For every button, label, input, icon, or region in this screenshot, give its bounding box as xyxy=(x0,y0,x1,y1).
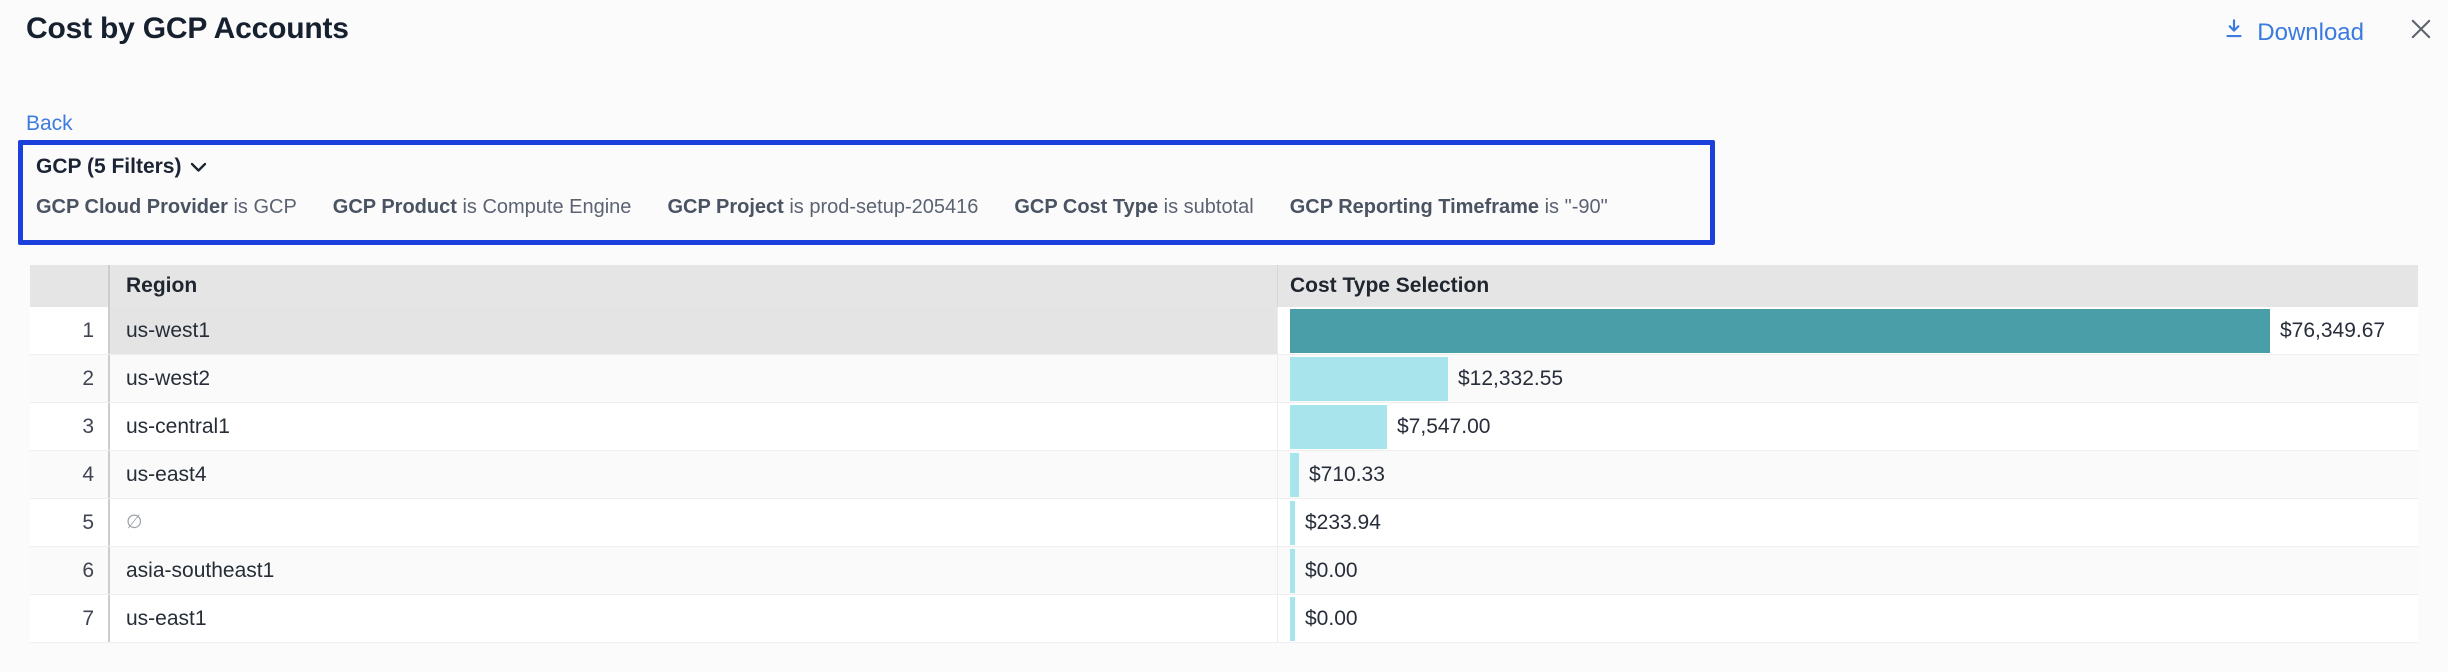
cost-cell: $12,332.55 xyxy=(1278,355,2418,402)
table-row[interactable]: 6asia-southeast1 $0.00 xyxy=(30,547,2418,595)
cost-value-label: $76,349.67 xyxy=(2280,319,2385,343)
filter-chip-3: GCP Project is prod-setup-205416 xyxy=(667,196,978,219)
row-number-cell: 5 xyxy=(30,499,110,546)
row-number-cell: 1 xyxy=(30,307,110,354)
region-column-header[interactable]: Region xyxy=(110,265,1278,307)
row-number-cell: 6 xyxy=(30,547,110,594)
filter-condition: is subtotal xyxy=(1158,196,1254,218)
cost-cell: $233.94 xyxy=(1278,499,2418,546)
row-number-cell: 4 xyxy=(30,451,110,498)
table-body: 1us-west1$76,349.672us-west2$12,332.553u… xyxy=(30,307,2418,643)
cost-cell: $76,349.67 xyxy=(1278,307,2418,354)
table-row[interactable]: 1us-west1 $76,349.67 xyxy=(30,307,2418,355)
cost-cell: $710.33 xyxy=(1278,451,2418,498)
filter-condition: is Compute Engine xyxy=(457,196,632,218)
cost-bar[interactable] xyxy=(1290,549,1295,593)
cost-cell: $0.00 xyxy=(1278,547,2418,594)
region-cell[interactable]: us-west2 xyxy=(110,355,1278,402)
table-row[interactable]: 5 ∅ $233.94 xyxy=(30,499,2418,547)
filter-summary-dropdown[interactable]: GCP (5 Filters) xyxy=(36,155,207,179)
filter-field: GCP Cloud Provider xyxy=(36,196,228,218)
cost-value-label: $0.00 xyxy=(1305,559,1358,583)
cost-bar[interactable] xyxy=(1290,405,1387,449)
cost-cell: $0.00 xyxy=(1278,595,2418,642)
table-header-row: Region Cost Type Selection xyxy=(30,265,2418,307)
chevron-down-icon xyxy=(190,155,207,179)
download-label: Download xyxy=(2257,19,2364,47)
results-table: Region Cost Type Selection 1us-west1 $76,… xyxy=(30,265,2418,643)
row-number-column-header xyxy=(30,265,110,307)
page-title: Cost by GCP Accounts xyxy=(26,12,349,46)
filter-summary-label: GCP (5 Filters) xyxy=(36,155,181,179)
close-icon xyxy=(2407,15,2435,48)
region-cell[interactable]: ∅ xyxy=(110,499,1278,546)
cost-cell: $7,547.00 xyxy=(1278,403,2418,450)
close-button[interactable] xyxy=(2406,16,2436,46)
filter-field: GCP Product xyxy=(333,196,457,218)
cost-column-header[interactable]: Cost Type Selection xyxy=(1278,265,2418,307)
filter-field: GCP Reporting Timeframe xyxy=(1290,196,1539,218)
filter-field: GCP Project xyxy=(667,196,783,218)
region-cell[interactable]: us-central1 xyxy=(110,403,1278,450)
download-button[interactable]: Download xyxy=(2221,16,2364,49)
cost-value-label: $710.33 xyxy=(1309,463,1385,487)
download-icon xyxy=(2221,16,2247,49)
region-cell[interactable]: us-east1 xyxy=(110,595,1278,642)
row-number-cell: 7 xyxy=(30,595,110,642)
filter-field: GCP Cost Type xyxy=(1014,196,1158,218)
filter-chip-4: GCP Cost Type is subtotal xyxy=(1014,196,1253,219)
region-cell[interactable]: asia-southeast1 xyxy=(110,547,1278,594)
cost-value-label: $7,547.00 xyxy=(1397,415,1490,439)
table-row[interactable]: 3us-central1 $7,547.00 xyxy=(30,403,2418,451)
table-row[interactable]: 2us-west2 $12,332.55 xyxy=(30,355,2418,403)
cost-bar[interactable] xyxy=(1290,309,2270,353)
cost-value-label: $12,332.55 xyxy=(1458,367,1563,391)
filter-condition: is prod-setup-205416 xyxy=(784,196,979,218)
table-row[interactable]: 7us-east1 $0.00 xyxy=(30,595,2418,643)
filter-chip-2: GCP Product is Compute Engine xyxy=(333,196,632,219)
cost-bar[interactable] xyxy=(1290,501,1295,545)
cost-value-label: $0.00 xyxy=(1305,607,1358,631)
table-row[interactable]: 4us-east4 $710.33 xyxy=(30,451,2418,499)
cost-bar[interactable] xyxy=(1290,597,1295,641)
cost-bar[interactable] xyxy=(1290,357,1448,401)
empty-value-mark: ∅ xyxy=(126,511,143,534)
cost-bar[interactable] xyxy=(1290,453,1299,497)
cost-value-label: $233.94 xyxy=(1305,511,1381,535)
filter-condition: is "-90" xyxy=(1539,196,1608,218)
filter-chip-list: GCP Cloud Provider is GCP GCP Product is … xyxy=(36,196,1710,219)
row-number-cell: 2 xyxy=(30,355,110,402)
back-link[interactable]: Back xyxy=(26,112,73,136)
cost-by-gcp-accounts-modal: Cost by GCP Accounts Download Back GCP (… xyxy=(0,0,2448,672)
region-cell[interactable]: us-west1 xyxy=(110,307,1278,354)
filter-chip-1: GCP Cloud Provider is GCP xyxy=(36,196,297,219)
filter-chip-5: GCP Reporting Timeframe is "-90" xyxy=(1290,196,1608,219)
filter-panel: GCP (5 Filters) GCP Cloud Provider is GC… xyxy=(18,140,1715,245)
region-cell[interactable]: us-east4 xyxy=(110,451,1278,498)
row-number-cell: 3 xyxy=(30,403,110,450)
filter-condition: is GCP xyxy=(228,196,297,218)
